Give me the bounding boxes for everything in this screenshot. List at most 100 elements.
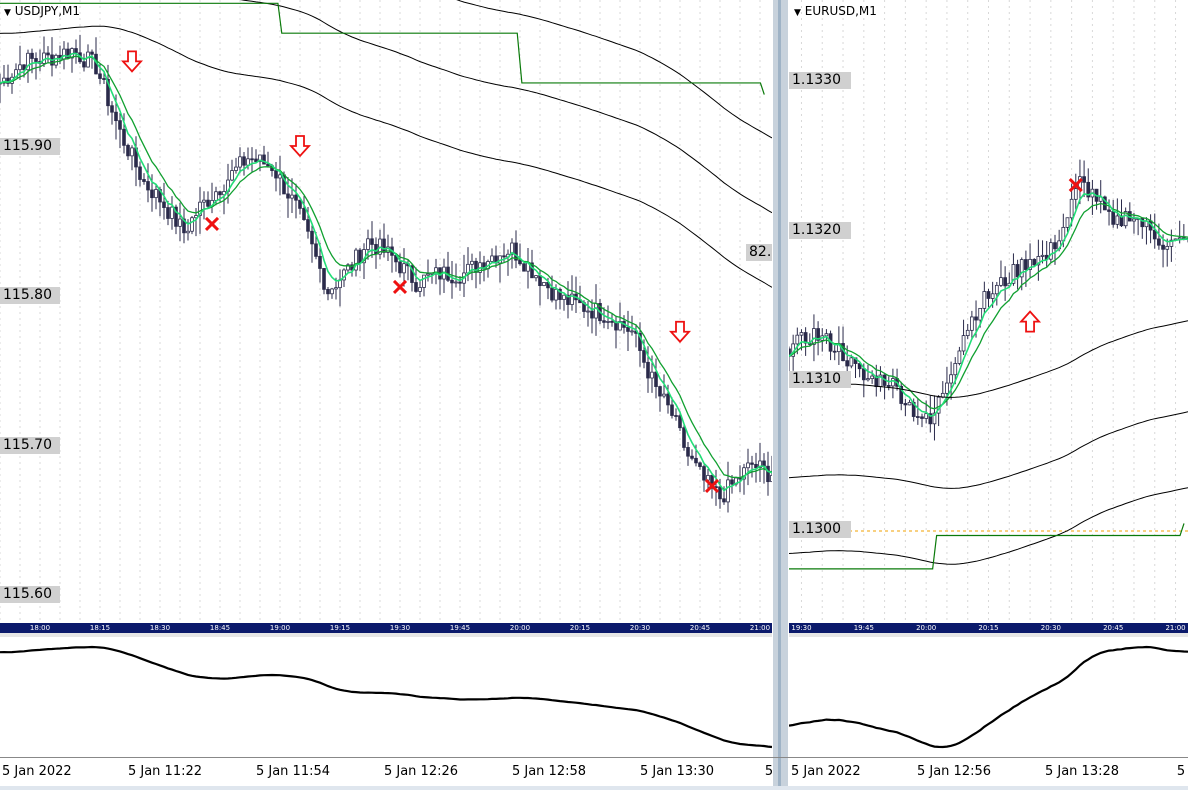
candle-body [114,111,118,122]
candle-body [870,375,874,380]
time-tick-label: 20:45 [1103,624,1124,632]
ma-slow-line [0,55,772,479]
candle-body [1024,259,1028,270]
candle-body [530,262,534,279]
candle-body [110,105,114,113]
candle-body [46,52,50,56]
ma-black-line [789,487,1188,565]
candle-body [686,447,690,457]
candle-body [26,52,30,71]
candle-body [857,363,862,370]
time-tick-label: 21:00 [1165,624,1186,632]
ma-black-line [239,0,772,214]
candle-body [290,194,294,199]
candle-body [238,156,242,168]
candle-body [258,154,262,162]
candle-body [22,64,26,71]
candle-body [306,219,310,232]
candle-body [490,255,494,262]
candle-body [1103,196,1107,211]
candle-body [646,361,650,379]
candle-body [982,291,987,309]
ma-black-line [789,411,1188,489]
candle-body [426,273,430,276]
dropdown-triangle-icon[interactable]: ▼ [4,8,11,18]
horizontal-splitter-left[interactable] [0,633,772,637]
dropdown-triangle-icon[interactable]: ▼ [794,8,801,18]
candle-body [118,120,122,130]
candle-body [1169,239,1174,247]
candle-body [957,350,962,364]
candle-body [586,310,590,313]
candle-body [354,249,358,271]
candle-body [534,275,538,279]
candle-body [602,320,606,323]
candle-body [610,320,614,323]
time-tick-label: 18:15 [89,624,111,632]
step-line [0,2,765,95]
candle-body [190,217,194,232]
price-label-115.80: 115.80 [0,287,60,304]
usdjpy-indicator-panel[interactable] [0,637,772,757]
candle-body [2,77,6,84]
candle-body [82,61,86,68]
candle-body [398,261,402,274]
usdjpy-indicator-plot [0,645,772,749]
candle-body [1003,277,1007,287]
usdjpy-symbol-label[interactable]: ▼ USDJPY,M1 [4,4,81,18]
buy-arrow-icon [1019,310,1042,333]
candle-body [178,218,182,227]
eurusd-indicator-panel[interactable] [789,637,1188,757]
candle-body [542,282,546,287]
candle-body [274,170,278,179]
bottom-axis-divider [0,757,1188,758]
ma-black-line [0,25,772,288]
ma-fast-line [0,52,772,492]
candle-body [1161,244,1165,250]
date-axis-label: 5 Jan 12:56 [916,764,992,779]
right-value-tag: 82. [746,244,772,261]
eurusd-time-axis: 19:30 19:45 20:00 20:15 20:30 20:45 21:00 [789,623,1188,633]
close-cross-icon [392,279,408,295]
candle-body [1140,218,1145,228]
candle-body [1123,211,1128,227]
candle-body [318,255,322,269]
candle-body [832,350,837,353]
candle-body [694,457,698,464]
candle-body [932,412,937,425]
horizontal-splitter-right[interactable] [789,633,1188,637]
oscillator-line [0,645,772,749]
eurusd-main-chart[interactable]: ▼ EURUSD,M1 1.1330 1.1320 1.1310 1.1300 [789,0,1188,622]
candle-body [770,474,772,483]
bottom-scrollbar[interactable] [0,786,1188,790]
candle-body [1032,258,1037,266]
candle-body [310,230,314,245]
candle-body [1157,238,1161,246]
candle-body [42,52,46,64]
date-axis-label: 5 Jan 12:58 [511,764,587,779]
candle-body [558,288,562,300]
candle-body [961,335,966,352]
candle-body [766,465,770,483]
candle-body [682,427,686,448]
candle-body [845,360,850,367]
candle-body [924,413,929,419]
candle-body [866,378,870,381]
candle-body [242,156,246,166]
candle-body [554,288,558,301]
candle-body [795,334,800,345]
candle-body [250,158,254,161]
eurusd-symbol-label[interactable]: ▼ EURUSD,M1 [794,4,877,18]
ma-black-line [456,0,772,139]
candle-body [594,303,598,319]
candle-body [202,199,206,203]
candle-body [986,291,991,299]
date-axis-label: 5 Jan 11:22 [127,764,203,779]
candle-body [1107,209,1111,212]
close-cross-icon [704,478,720,494]
candle-body [899,385,904,404]
usdjpy-main-chart[interactable]: ▼ USDJPY,M1 115.90 115.80 115.70 115.60 … [0,0,772,622]
candle-body [928,413,933,425]
candle-body [522,263,526,272]
candle-body [990,293,995,299]
